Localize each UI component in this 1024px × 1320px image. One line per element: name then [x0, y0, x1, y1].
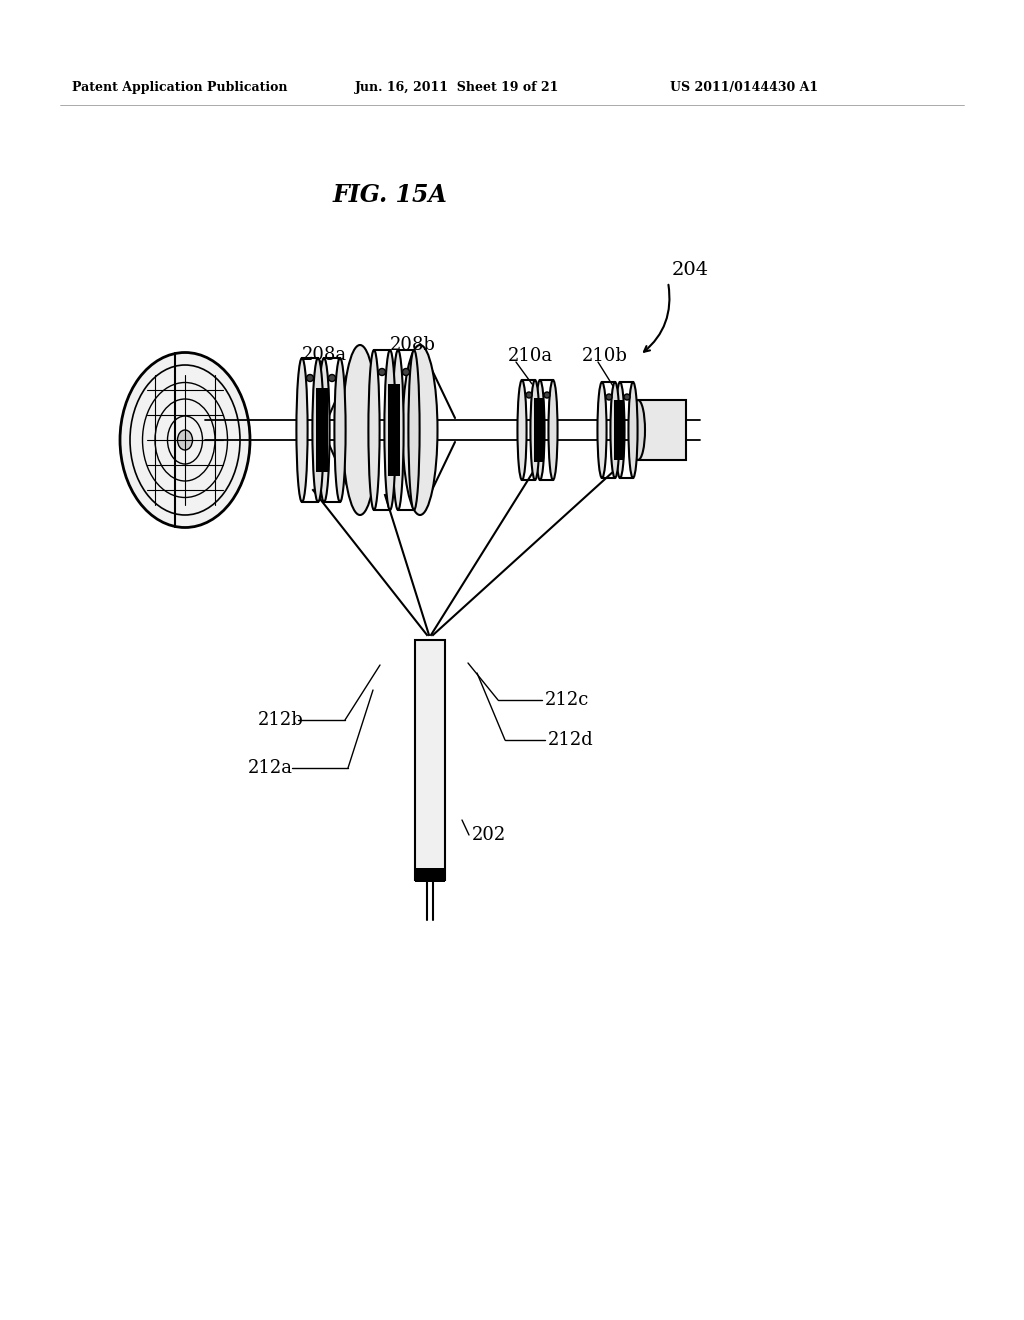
Ellipse shape [312, 358, 324, 502]
Ellipse shape [384, 350, 395, 510]
Ellipse shape [597, 381, 606, 478]
Text: 210a: 210a [508, 347, 553, 366]
Ellipse shape [624, 393, 630, 400]
Ellipse shape [329, 375, 336, 381]
Ellipse shape [610, 381, 620, 478]
Ellipse shape [306, 375, 313, 381]
Text: 212c: 212c [545, 690, 590, 709]
Ellipse shape [536, 380, 545, 480]
Text: 212a: 212a [248, 759, 293, 777]
Bar [614, 400, 624, 459]
Ellipse shape [335, 358, 346, 502]
Text: FIG. 15A: FIG. 15A [333, 183, 447, 207]
Ellipse shape [530, 380, 540, 480]
Ellipse shape [120, 352, 250, 528]
Ellipse shape [631, 400, 645, 459]
Bar [388, 384, 400, 477]
Bar [415, 640, 445, 880]
Text: 208a: 208a [302, 346, 347, 364]
Text: 208b: 208b [390, 337, 436, 354]
Ellipse shape [606, 393, 612, 400]
Ellipse shape [544, 392, 550, 399]
Ellipse shape [379, 368, 385, 375]
Ellipse shape [402, 345, 437, 515]
Ellipse shape [177, 430, 193, 450]
Bar [415, 869, 445, 882]
Ellipse shape [517, 380, 526, 480]
Ellipse shape [296, 358, 307, 502]
Text: Jun. 16, 2011  Sheet 19 of 21: Jun. 16, 2011 Sheet 19 of 21 [355, 82, 559, 95]
Ellipse shape [318, 358, 330, 502]
Text: US 2011/0144430 A1: US 2011/0144430 A1 [670, 82, 818, 95]
Ellipse shape [549, 380, 557, 480]
Bar [534, 399, 544, 462]
Ellipse shape [629, 381, 638, 478]
Ellipse shape [409, 350, 420, 510]
Bar [638, 400, 686, 459]
Ellipse shape [392, 350, 403, 510]
Text: 212d: 212d [548, 731, 594, 748]
Ellipse shape [402, 368, 410, 375]
Ellipse shape [369, 350, 380, 510]
Ellipse shape [615, 381, 625, 478]
Text: 210b: 210b [582, 347, 628, 366]
Text: 212b: 212b [258, 711, 304, 729]
Bar [316, 388, 328, 473]
Ellipse shape [342, 345, 378, 515]
Text: Patent Application Publication: Patent Application Publication [72, 82, 288, 95]
Ellipse shape [526, 392, 532, 399]
Text: 202: 202 [472, 826, 506, 843]
Text: 204: 204 [672, 261, 710, 279]
